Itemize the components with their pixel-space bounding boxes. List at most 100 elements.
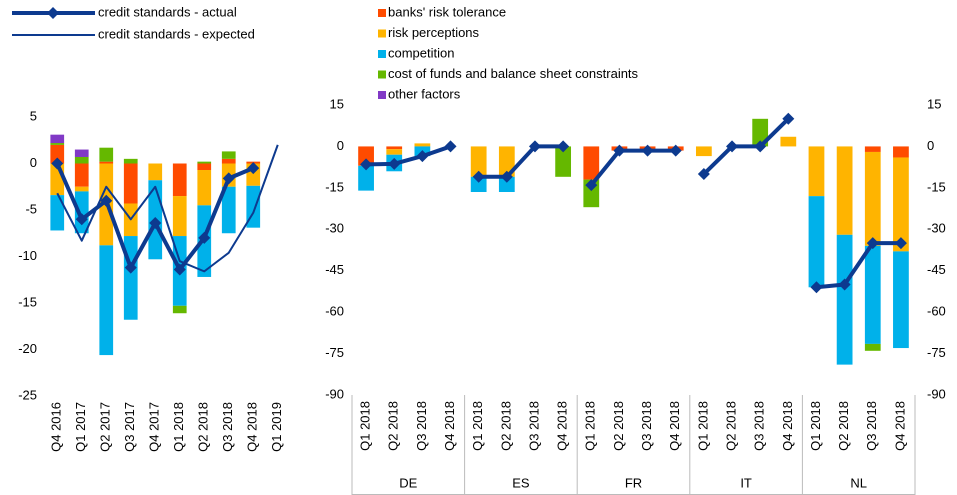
y-tick-label: -10 xyxy=(18,248,37,263)
line-marker xyxy=(51,157,64,170)
line xyxy=(366,144,452,167)
bar-segment xyxy=(123,163,138,204)
bar-segment xyxy=(836,146,853,235)
bar-segment xyxy=(74,163,89,187)
group-label: ES xyxy=(512,475,530,490)
bar-segment xyxy=(414,143,431,147)
x-tick-label: Q4 2017 xyxy=(147,402,162,452)
x-tick-label: Q3 2018 xyxy=(864,401,879,451)
legend-swatch xyxy=(378,29,386,38)
x-tick-label: Q1 2018 xyxy=(171,402,186,452)
bar-segment xyxy=(498,176,515,192)
bar-segment xyxy=(74,149,89,157)
line-marker xyxy=(669,144,682,157)
y2-tick-label: -90 xyxy=(927,386,946,401)
line-marker xyxy=(726,140,739,153)
y2-tick-label: -45 xyxy=(927,262,946,277)
line-marker xyxy=(500,170,513,183)
legend-swatch xyxy=(378,9,386,17)
y2-tick-label: 15 xyxy=(927,96,941,111)
bar-segment xyxy=(864,245,881,344)
group-label: FR xyxy=(625,475,642,490)
y2-tick-label: 0 xyxy=(927,138,934,153)
x-tick-label: Q4 2018 xyxy=(892,401,907,451)
x-tick-label: Q1 2018 xyxy=(358,401,373,451)
bar-segment xyxy=(893,251,909,349)
bar-segment xyxy=(864,151,881,246)
bar-segment xyxy=(99,147,114,162)
line-marker xyxy=(124,261,137,274)
line-marker xyxy=(472,170,485,183)
line-marker xyxy=(754,140,767,153)
legend-label: cost of funds and balance sheet constrai… xyxy=(388,66,639,81)
bar-segment xyxy=(123,158,138,164)
x-tick-label: Q2 2018 xyxy=(611,401,626,451)
bar-segment xyxy=(99,161,114,164)
y-tick-label: -20 xyxy=(18,341,37,356)
bar-segment xyxy=(197,161,212,164)
line-marker xyxy=(528,140,541,153)
bar-segment xyxy=(74,186,89,192)
bar-segment xyxy=(123,236,138,320)
line-marker xyxy=(388,157,401,170)
group-label: DE xyxy=(399,475,417,490)
bar-segment xyxy=(74,191,89,234)
bar-segment xyxy=(752,118,769,147)
bar-segment xyxy=(555,146,572,177)
line xyxy=(816,241,901,290)
y-tick-label: -25 xyxy=(18,387,37,402)
group-label: NL xyxy=(850,475,867,490)
line xyxy=(478,144,564,179)
legend-label: other factors xyxy=(388,86,461,101)
x-tick-label: Q3 2018 xyxy=(526,401,541,451)
line-marker xyxy=(894,237,907,250)
x-tick-label: Q2 2018 xyxy=(836,401,851,451)
bar-segment xyxy=(221,186,236,234)
x-tick-label: Q1 2018 xyxy=(583,401,598,451)
line-marker xyxy=(149,217,162,230)
x-tick-label: Q3 2017 xyxy=(122,402,137,452)
x-tick-label: Q3 2018 xyxy=(220,402,235,452)
bar-segment xyxy=(386,149,403,155)
y-tick-label: 5 xyxy=(30,108,37,123)
y-tick-label: 0 xyxy=(337,138,344,153)
y-tick-label: -5 xyxy=(25,201,37,216)
y-tick-label: -45 xyxy=(325,262,344,277)
bar-segment xyxy=(808,146,825,197)
x-tick-label: Q1 2018 xyxy=(470,401,485,451)
x-tick-label: Q2 2018 xyxy=(196,402,211,452)
line-marker xyxy=(782,112,795,125)
line-marker xyxy=(444,140,457,153)
line xyxy=(589,148,676,187)
x-tick-label: Q1 2017 xyxy=(73,402,88,452)
y-tick-label: -15 xyxy=(18,294,37,309)
line-marker xyxy=(585,179,598,192)
line-marker xyxy=(838,278,851,291)
bar-segment xyxy=(864,146,881,152)
x-tick-label: Q3 2018 xyxy=(414,401,429,451)
x-tick-label: Q4 2018 xyxy=(667,401,682,451)
bar-segment xyxy=(470,176,487,192)
x-tick-label: Q1 2018 xyxy=(695,401,710,451)
line xyxy=(702,117,790,176)
line-marker xyxy=(416,150,429,163)
line-marker xyxy=(173,263,186,276)
y-tick-label: 15 xyxy=(330,96,344,111)
bar-segment xyxy=(197,163,212,171)
bar-segment xyxy=(780,136,797,147)
bar-segment xyxy=(50,144,65,164)
bar-segment xyxy=(583,146,600,180)
x-tick-label: Q4 2018 xyxy=(780,401,795,451)
legend-label: credit standards - expected xyxy=(98,26,255,41)
bar-segment xyxy=(172,305,187,314)
x-tick-label: Q4 2018 xyxy=(245,402,260,452)
x-tick-label: Q4 2018 xyxy=(555,401,570,451)
y-tick-label: -30 xyxy=(325,221,344,236)
line-marker xyxy=(75,213,88,226)
y2-tick-label: -60 xyxy=(927,304,946,319)
line-marker xyxy=(557,140,570,153)
bar-segment xyxy=(498,146,515,177)
bar-segment xyxy=(50,143,65,145)
y-tick-label: -60 xyxy=(325,304,344,319)
